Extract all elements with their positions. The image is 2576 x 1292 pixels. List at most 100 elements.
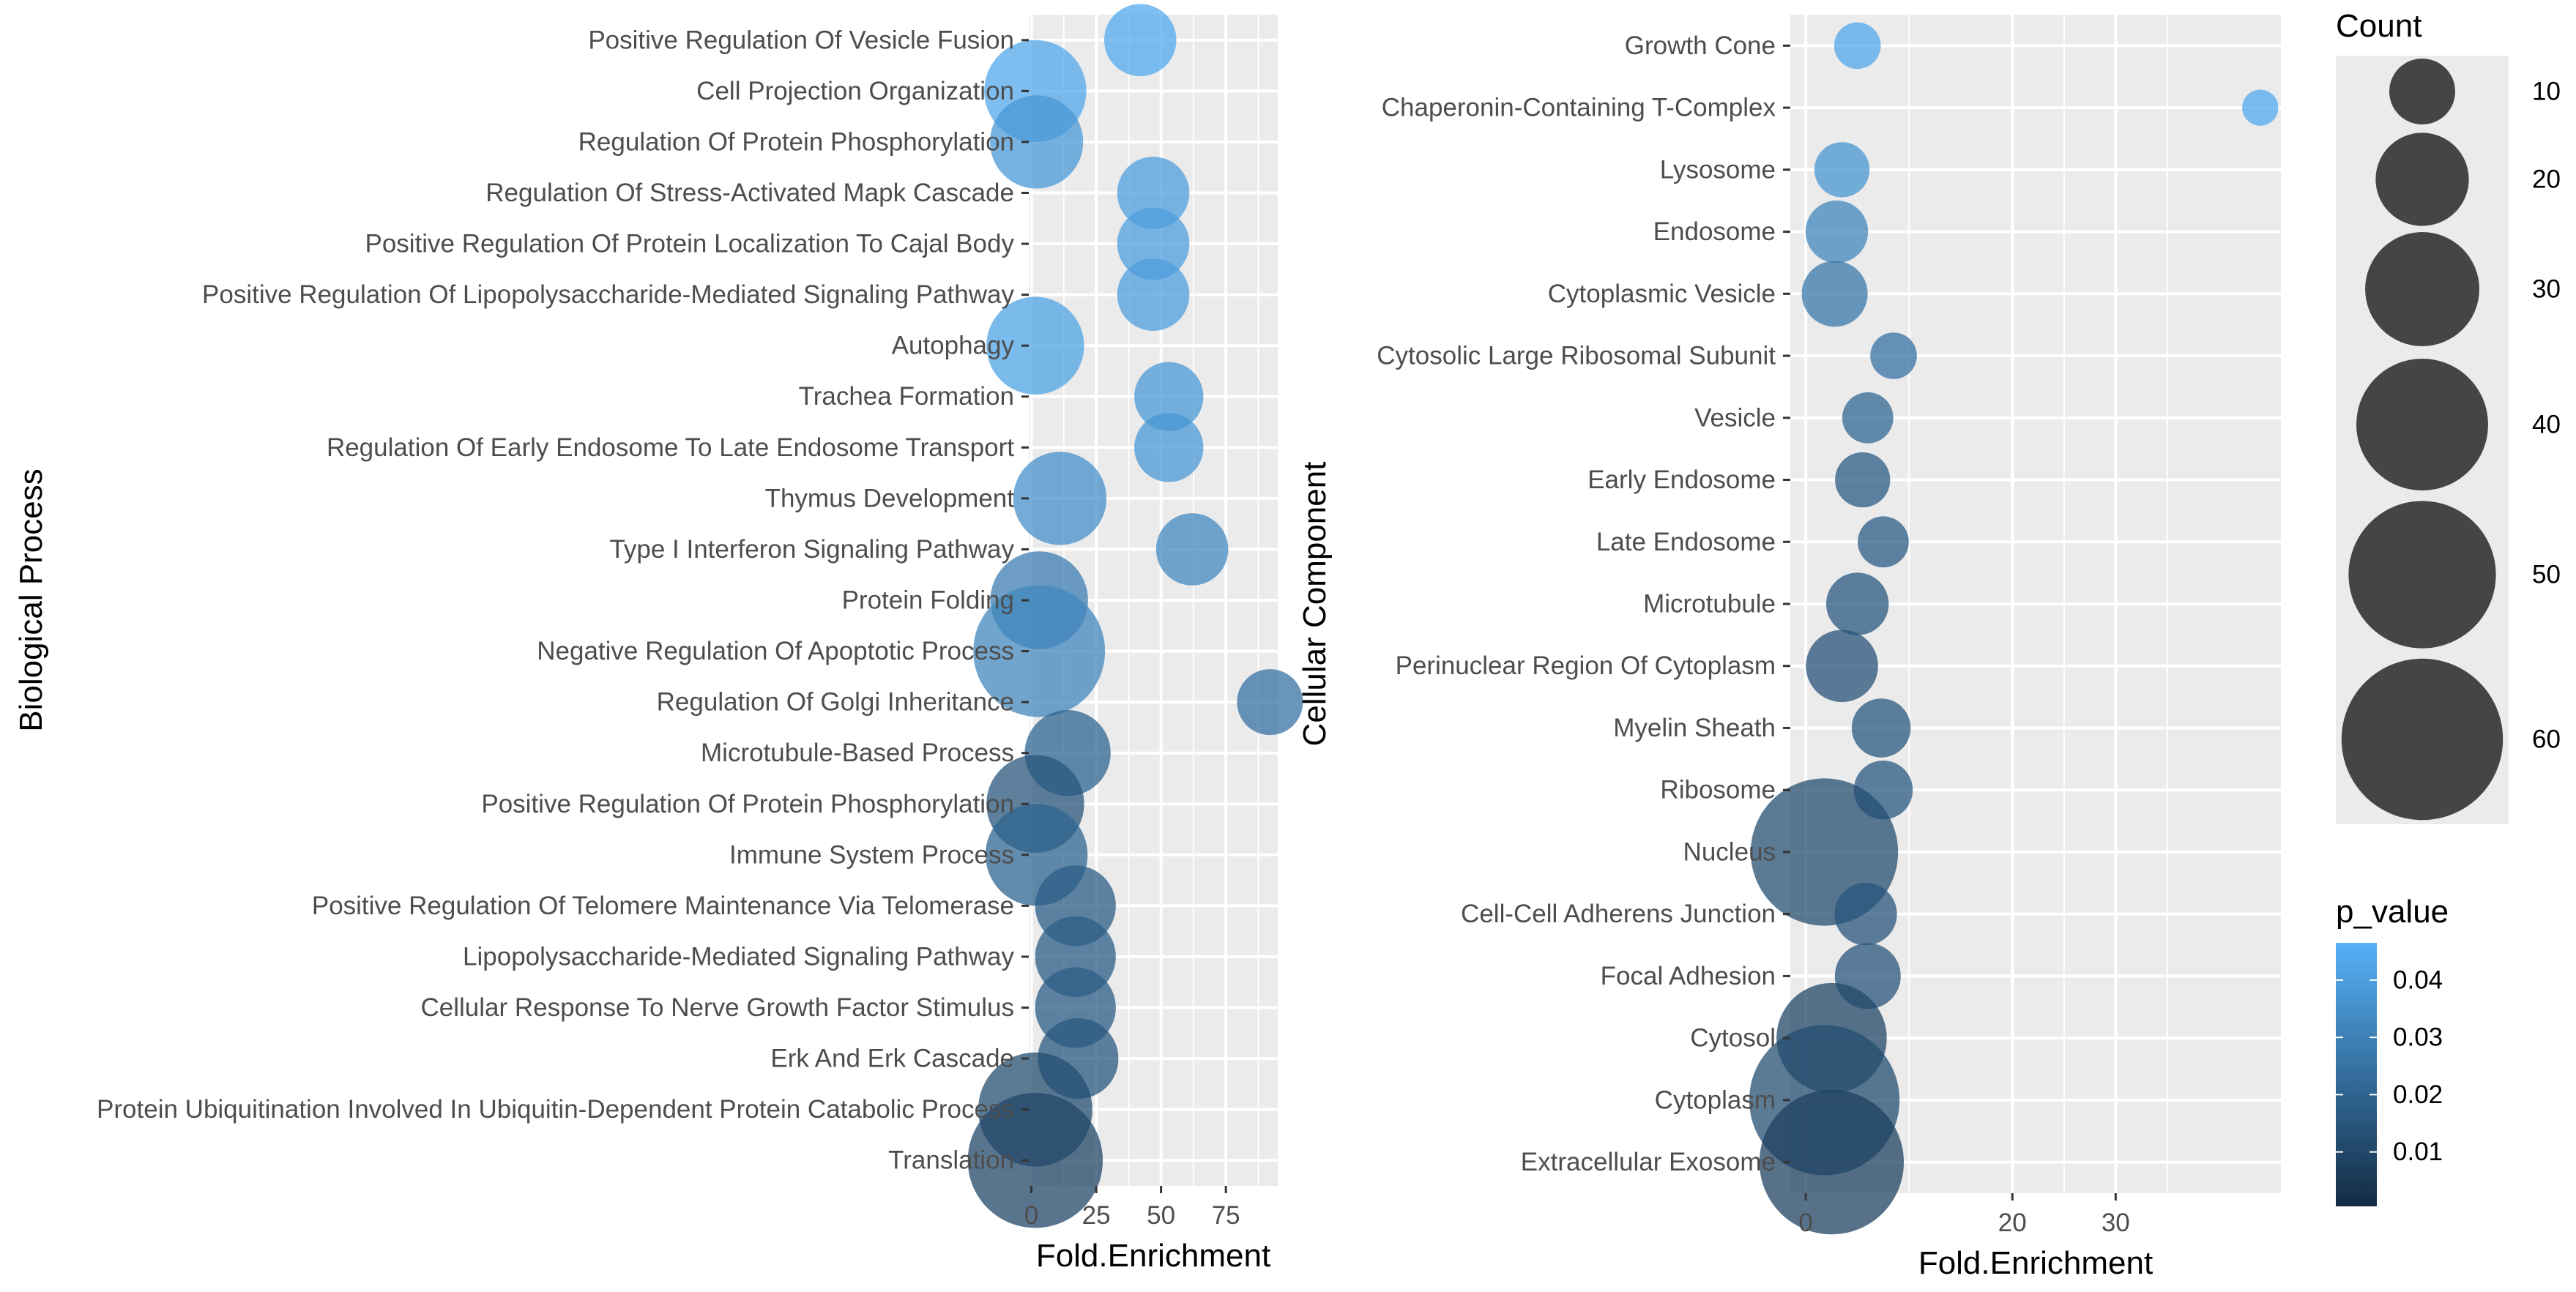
- bubble: [1834, 882, 1897, 946]
- x-tick-label: 25: [1082, 1201, 1111, 1230]
- bubble: [1134, 413, 1204, 482]
- legend-label: 60: [2532, 725, 2561, 754]
- legend-bubble: [2389, 59, 2455, 124]
- x-tick-label: 50: [1147, 1201, 1175, 1230]
- bubble: [1835, 452, 1891, 508]
- y-tick-label: Extracellular Exosome: [1521, 1148, 1776, 1176]
- bubble: [973, 585, 1106, 717]
- colorbar-ticks: 0.04 0.03 0.02 0.01: [2336, 966, 2443, 1166]
- y-tick-label: Positive Regulation Of Protein Phosphory…: [481, 790, 1014, 818]
- y-tick-label: Chaperonin-Containing T-Complex: [1382, 94, 1776, 122]
- legend-label: 20: [2532, 165, 2561, 194]
- bubbles: [967, 4, 1303, 1228]
- y-tick-label: Growth Cone: [1625, 31, 1776, 60]
- bubble: [1805, 200, 1869, 264]
- x-tick-labels: 0 25 50 75: [1024, 1186, 1240, 1230]
- legend-label: 10: [2532, 78, 2561, 106]
- colorbar-label: 0.03: [2393, 1023, 2443, 1052]
- bubble: [1851, 698, 1911, 758]
- y-tick-label: Focal Adhesion: [1601, 962, 1776, 990]
- colorbar: [2336, 943, 2377, 1206]
- y-tick-label: Thymus Development: [765, 484, 1015, 512]
- y-tick-label: Positive Regulation Of Telomere Maintena…: [312, 892, 1014, 920]
- bubble: [1155, 513, 1229, 586]
- y-tick-label: Immune System Process: [729, 840, 1014, 869]
- y-tick-label: Autophagy: [892, 332, 1015, 360]
- y-tick-label: Myelin Sheath: [1613, 714, 1776, 742]
- legend-title: Count: [2336, 8, 2421, 44]
- legend-label: 50: [2532, 561, 2561, 589]
- y-tick-labels: Positive Regulation Of Vesicle Fusion Cel…: [97, 26, 1029, 1175]
- chart-biological-process: Positive Regulation Of Vesicle Fusion Cel…: [13, 4, 1303, 1274]
- y-tick-label: Translation: [888, 1146, 1014, 1175]
- y-tick-label: Protein Ubiquitination Involved In Ubiqu…: [97, 1095, 1014, 1124]
- legend-bubble: [2348, 501, 2496, 649]
- legend-bubble: [2375, 132, 2469, 226]
- y-axis-title: Biological Process: [13, 468, 49, 732]
- legend-label: 40: [2532, 411, 2561, 439]
- legend-items: 10 20 30 40 50 60: [2341, 59, 2561, 821]
- bubble: [1134, 362, 1204, 431]
- y-tick-label: Endosome: [1653, 217, 1776, 246]
- y-tick-label: Cytosol: [1690, 1024, 1776, 1053]
- y-tick-label: Regulation Of Golgi Inheritance: [657, 688, 1014, 717]
- y-tick-label: Perinuclear Region Of Cytoplasm: [1396, 651, 1776, 680]
- x-tick-label: 20: [1998, 1209, 2027, 1237]
- chart-cellular-component: Growth Cone Chaperonin-Containing T-Compl…: [1297, 15, 2281, 1281]
- y-axis-title: Cellular Component: [1297, 462, 1333, 747]
- bubble: [1858, 516, 1909, 568]
- y-tick-label: Lipopolysaccharide-Mediated Signaling Pa…: [463, 942, 1014, 971]
- y-tick-label: Vesicle: [1694, 403, 1776, 432]
- y-tick-label: Late Endosome: [1596, 528, 1776, 556]
- y-tick-label: Type I Interferon Signaling Pathway: [609, 535, 1014, 564]
- y-tick-label: Regulation Of Early Endosome To Late End…: [327, 433, 1014, 462]
- bubble: [986, 296, 1084, 395]
- bubble: [1117, 258, 1190, 331]
- y-tick-label: Ribosome: [1660, 776, 1776, 804]
- bubble: [1759, 1090, 1905, 1235]
- y-tick-label: Microtubule-Based Process: [701, 739, 1014, 767]
- y-tick-label: Nucleus: [1683, 837, 1776, 866]
- bubble: [1806, 630, 1878, 703]
- y-tick-label: Regulation Of Stress-Activated Mapk Casc…: [485, 179, 1014, 207]
- y-tick-label: Positive Regulation Of Lipopolysaccharid…: [202, 280, 1014, 309]
- y-tick-label: Cell-Cell Adherens Junction: [1461, 900, 1776, 928]
- y-tick-label: Erk And Erk Cascade: [770, 1045, 1014, 1073]
- y-tick-label: Positive Regulation Of Protein Localizat…: [365, 230, 1014, 258]
- legend-bubble: [2341, 658, 2504, 821]
- x-tick-label: 0: [1024, 1201, 1038, 1230]
- x-tick-labels: 0 20 30: [1798, 1193, 2130, 1237]
- bubble: [1013, 452, 1107, 545]
- y-tick-label: Regulation Of Protein Phosphorylation: [578, 127, 1014, 156]
- bubble: [1237, 669, 1303, 736]
- bubble: [1825, 572, 1889, 635]
- y-tick-label: Cytoplasm: [1655, 1086, 1776, 1114]
- y-tick-label: Trachea Formation: [799, 382, 1014, 411]
- y-tick-label: Cellular Response To Nerve Growth Factor…: [420, 993, 1014, 1022]
- x-axis-title: Fold.Enrichment: [1918, 1245, 2153, 1281]
- y-tick-labels: Growth Cone Chaperonin-Containing T-Compl…: [1377, 31, 1790, 1176]
- x-tick-label: 0: [1798, 1209, 1812, 1237]
- bubble: [1814, 142, 1870, 198]
- bubble: [1103, 4, 1177, 77]
- legend-count: Count 10 20 30 40 50 60: [2336, 8, 2561, 824]
- legend-bubble: [2365, 232, 2479, 346]
- bubble: [1117, 207, 1190, 280]
- y-tick-label: Early Endosome: [1587, 466, 1776, 494]
- colorbar-label: 0.02: [2393, 1080, 2443, 1109]
- y-tick-label: Cytoplasmic Vesicle: [1548, 280, 1776, 308]
- y-tick-label: Cytosolic Large Ribosomal Subunit: [1377, 342, 1776, 370]
- legend-title: p_value: [2336, 894, 2449, 930]
- bubbles: [1749, 22, 2279, 1235]
- y-tick-label: Cell Projection Organization: [696, 77, 1014, 105]
- y-tick-label: Negative Regulation Of Apoptotic Process: [537, 637, 1014, 665]
- y-tick-label: Microtubule: [1643, 590, 1776, 619]
- bubble: [1801, 261, 1868, 327]
- bubble: [1117, 157, 1190, 229]
- legend-p-value: p_value 0.04 0.03 0.02 0.01: [2336, 894, 2449, 1206]
- y-tick-label: Positive Regulation Of Vesicle Fusion: [588, 26, 1014, 54]
- bubble: [2242, 89, 2279, 126]
- legend-label: 30: [2532, 275, 2561, 304]
- bubble: [989, 95, 1084, 189]
